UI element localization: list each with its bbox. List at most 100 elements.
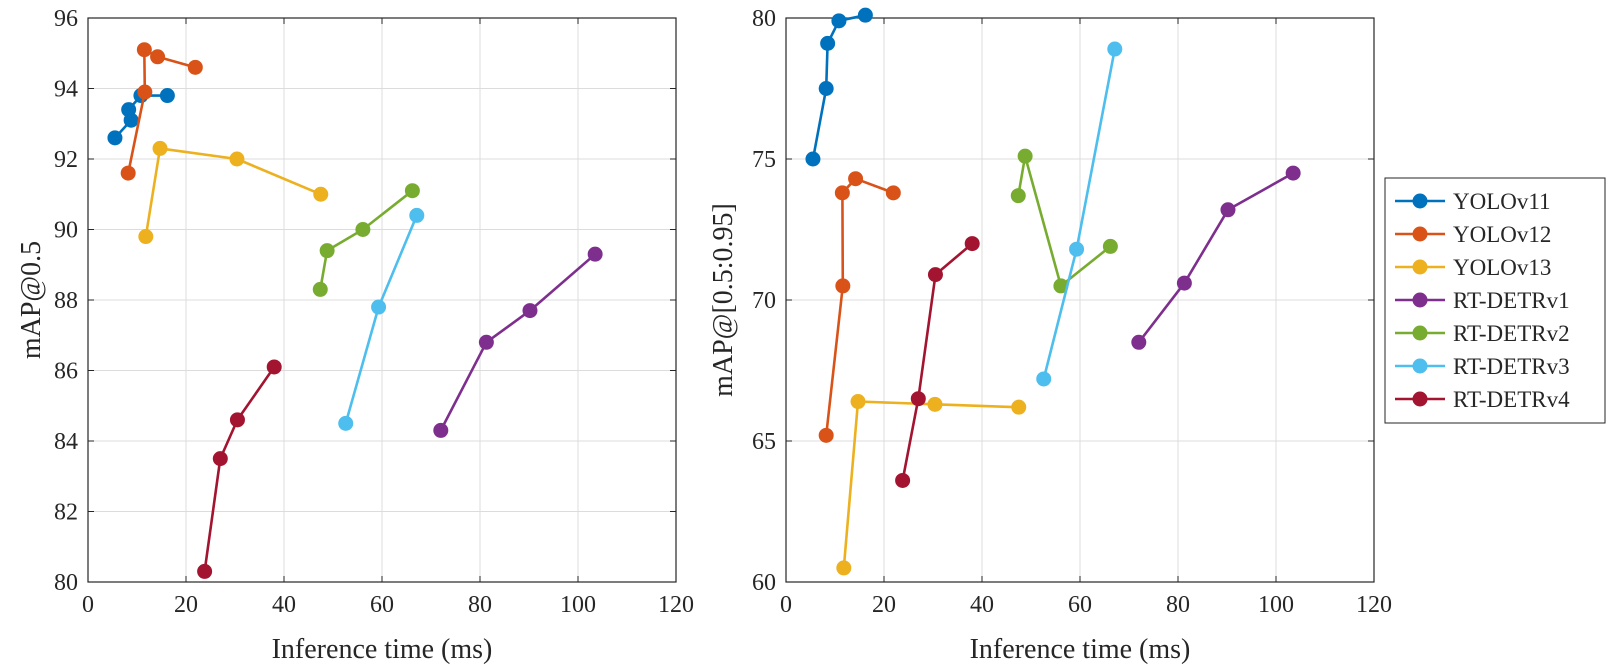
x-tick-label: 100 xyxy=(560,592,596,618)
legend-label-rt-detrv2: RT-DETRv2 xyxy=(1453,321,1570,346)
chart-panel-1: 0 20 40 60 80 100 120 80 82 84 86 88 90 92 94 96 Inferen… xyxy=(16,6,694,665)
y-tick-label: 86 xyxy=(54,359,78,385)
data-point-yolov12 xyxy=(834,185,850,201)
data-point-yolov11 xyxy=(805,151,821,167)
x-tick-label: 120 xyxy=(658,592,694,618)
data-point-yolov13 xyxy=(1011,399,1027,415)
y-tick-label: 90 xyxy=(54,218,78,244)
series-line-rt-detrv3 xyxy=(1042,48,1117,380)
axes-box xyxy=(87,17,677,583)
legend-marker xyxy=(1412,358,1428,374)
y-tick-label: 88 xyxy=(54,288,78,314)
data-point-yolov12 xyxy=(818,427,834,443)
y-tick-label: 60 xyxy=(752,570,776,596)
chart-panel-2: 0 20 40 60 80 100 120 60 65 70 75 80 Inference time … xyxy=(708,6,1392,665)
data-point-rt-detrv2 xyxy=(1010,188,1026,204)
data-point-yolov12 xyxy=(885,185,901,201)
axes-box xyxy=(785,17,1375,583)
data-point-rt-detrv2 xyxy=(404,183,420,199)
data-point-yolov12 xyxy=(136,42,152,58)
y-tick-label: 94 xyxy=(54,77,78,103)
data-point-rt-detrv1 xyxy=(587,246,603,262)
data-point-rt-detrv3 xyxy=(409,207,425,223)
data-point-rt-detrv1 xyxy=(522,303,538,319)
y-tick-label: 82 xyxy=(54,500,78,526)
data-point-rt-detrv3 xyxy=(1069,241,1085,257)
series-line-rt-detrv2 xyxy=(319,189,414,290)
data-point-yolov12 xyxy=(150,49,166,65)
data-point-rt-detrv4 xyxy=(895,472,911,488)
legend-label-rt-detrv4: RT-DETRv4 xyxy=(1453,387,1570,412)
series-line-rt-detrv1 xyxy=(439,253,597,431)
data-point-yolov12 xyxy=(120,165,136,181)
data-point-yolov13 xyxy=(138,229,154,245)
legend-marker xyxy=(1412,226,1428,242)
data-point-rt-detrv2 xyxy=(1017,148,1033,164)
legend-label-rt-detrv3: RT-DETRv3 xyxy=(1453,354,1570,379)
series-line-rt-detrv2 xyxy=(1017,154,1112,288)
x-tick-label: 20 xyxy=(872,592,896,618)
x-tick-label: 0 xyxy=(82,592,94,618)
x-tick-label: 20 xyxy=(174,592,198,618)
data-point-rt-detrv1 xyxy=(1131,334,1147,350)
y-tick-label: 70 xyxy=(752,288,776,314)
data-point-yolov13 xyxy=(850,394,866,410)
series-line-rt-detrv3 xyxy=(344,214,419,424)
x-tick-label: 120 xyxy=(1356,592,1392,618)
data-point-rt-detrv4 xyxy=(964,236,980,252)
y-tick-label: 75 xyxy=(752,147,776,173)
legend-marker xyxy=(1412,193,1428,209)
data-point-rt-detrv3 xyxy=(371,299,387,315)
data-point-yolov13 xyxy=(927,396,943,412)
data-point-rt-detrv1 xyxy=(1220,202,1236,218)
y-axis-label: mAP@0.5 xyxy=(16,241,47,359)
data-point-rt-detrv4 xyxy=(266,359,282,375)
data-point-rt-detrv4 xyxy=(910,391,926,407)
x-tick-label: 60 xyxy=(1068,592,1092,618)
y-tick-label: 96 xyxy=(54,6,78,32)
x-tick-label: 0 xyxy=(780,592,792,618)
data-point-rt-detrv2 xyxy=(355,222,371,237)
series-line-yolov13 xyxy=(144,147,322,237)
data-point-yolov13 xyxy=(152,140,168,156)
data-point-yolov12 xyxy=(137,84,153,100)
data-point-rt-detrv1 xyxy=(1285,165,1301,181)
legend-marker xyxy=(1412,259,1428,275)
data-point-rt-detrv2 xyxy=(312,281,328,297)
x-axis-label: Inference time (ms) xyxy=(970,634,1191,665)
legend-label-yolov13: YOLOv13 xyxy=(1453,255,1551,280)
data-point-yolov13 xyxy=(313,186,329,202)
data-point-rt-detrv3 xyxy=(1036,371,1052,387)
legend-label-yolov11: YOLOv11 xyxy=(1453,189,1551,214)
data-point-yolov11 xyxy=(820,35,836,51)
legend-marker xyxy=(1412,391,1428,407)
series-line-rt-detrv4 xyxy=(203,366,276,572)
data-point-rt-detrv3 xyxy=(338,415,354,431)
x-tick-label: 80 xyxy=(1166,592,1190,618)
legend-label-yolov12: YOLOv12 xyxy=(1453,222,1551,247)
data-point-rt-detrv1 xyxy=(433,422,449,438)
data-point-yolov13 xyxy=(229,151,245,167)
y-axis-label: mAP@[0.5:0.95] xyxy=(708,203,739,397)
y-tick-label: 92 xyxy=(54,147,78,173)
data-point-yolov11 xyxy=(831,13,847,29)
legend-marker xyxy=(1412,292,1428,308)
data-point-rt-detrv4 xyxy=(212,451,228,467)
x-tick-label: 80 xyxy=(468,592,492,618)
x-tick-label: 60 xyxy=(370,592,394,618)
data-point-rt-detrv2 xyxy=(1053,278,1069,294)
data-point-rt-detrv3 xyxy=(1107,41,1123,57)
y-tick-label: 84 xyxy=(54,429,78,455)
legend: YOLOv11 YOLOv12 YOLOv13 RT-DETRv1 RT-DETRv2 R… xyxy=(1384,177,1606,424)
data-point-rt-detrv4 xyxy=(197,563,213,579)
data-point-yolov11 xyxy=(818,81,834,96)
legend-marker xyxy=(1412,325,1428,341)
data-point-yolov11 xyxy=(857,7,873,23)
data-point-yolov12 xyxy=(848,171,864,187)
data-point-yolov12 xyxy=(835,278,851,294)
series-line-rt-detrv4 xyxy=(901,242,974,481)
data-point-rt-detrv2 xyxy=(319,243,335,259)
x-axis-label: Inference time (ms) xyxy=(272,634,493,665)
y-tick-label: 80 xyxy=(54,570,78,596)
